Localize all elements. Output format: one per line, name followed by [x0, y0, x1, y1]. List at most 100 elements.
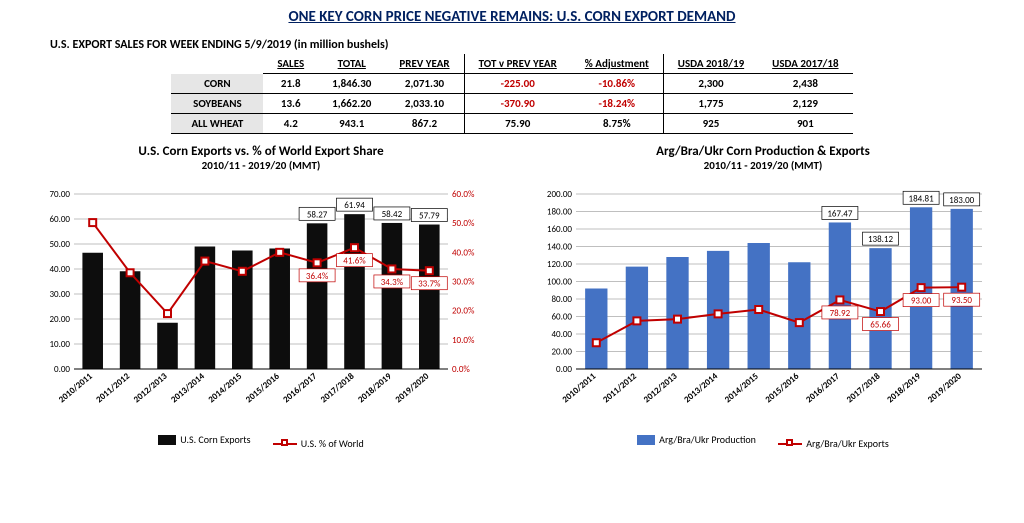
cell: 75.90: [464, 114, 571, 134]
cell: 925: [663, 114, 758, 134]
cell: -10.86%: [571, 74, 663, 94]
cell: 2,033.10: [385, 94, 464, 114]
svg-text:167.47: 167.47: [827, 208, 853, 219]
svg-text:2011/2012: 2011/2012: [94, 371, 132, 406]
svg-text:60.0%: 60.0%: [452, 189, 475, 200]
cell: -18.24%: [571, 94, 663, 114]
legend-line-label: U.S. % of World: [301, 437, 364, 450]
left-chart-title: U.S. Corn Exports vs. % of World Export …: [20, 144, 502, 159]
svg-text:0.0%: 0.0%: [452, 364, 470, 375]
legend-bar-label: Arg/Bra/Ukr Production: [659, 433, 756, 446]
svg-text:41.6%: 41.6%: [343, 256, 366, 267]
row-label: CORN: [171, 74, 263, 94]
svg-text:30.00: 30.00: [49, 289, 70, 300]
svg-text:57.79: 57.79: [419, 211, 440, 222]
svg-text:2019/2020: 2019/2020: [393, 371, 431, 406]
svg-text:80.00: 80.00: [551, 294, 572, 305]
right-chart-subtitle: 2010/11 - 2019/20 (MMT): [522, 159, 1004, 172]
legend-line-label: Arg/Bra/Ukr Exports: [806, 437, 889, 450]
svg-text:160.00: 160.00: [547, 224, 573, 235]
cell: 1,662.20: [318, 94, 385, 114]
svg-text:183.00: 183.00: [949, 195, 975, 206]
svg-text:33.7%: 33.7%: [418, 279, 441, 290]
cell: -370.90: [464, 94, 571, 114]
svg-text:2016/2017: 2016/2017: [804, 371, 842, 406]
svg-text:61.94: 61.94: [344, 200, 365, 211]
left-legend: U.S. Corn Exports U.S. % of World: [20, 433, 502, 450]
cell: 2,438: [758, 74, 852, 94]
legend-bar-swatch: [637, 435, 655, 445]
svg-text:60.00: 60.00: [551, 312, 572, 323]
col-2: TOTAL: [318, 54, 385, 74]
svg-text:2013/2014: 2013/2014: [682, 371, 720, 406]
svg-text:2012/2013: 2012/2013: [641, 371, 679, 406]
svg-text:34.3%: 34.3%: [381, 277, 404, 288]
svg-text:2014/2015: 2014/2015: [206, 371, 244, 406]
svg-text:78.92: 78.92: [830, 308, 851, 319]
svg-text:2011/2012: 2011/2012: [601, 371, 639, 406]
right-chart-svg: 0.0020.0040.0060.0080.00100.00120.00140.…: [528, 176, 998, 431]
col-0: [171, 54, 263, 74]
col-7: USDA 2017/18: [758, 54, 852, 74]
cell: 2,129: [758, 94, 852, 114]
cell: 943.1: [318, 114, 385, 134]
right-chart-title: Arg/Bra/Ukr Corn Production & Exports: [522, 144, 1004, 159]
cell: -225.00: [464, 74, 571, 94]
svg-text:36.4%: 36.4%: [306, 271, 329, 282]
legend-line-swatch: [273, 443, 297, 445]
svg-text:2010/2011: 2010/2011: [57, 371, 95, 406]
cell: 2,071.30: [385, 74, 464, 94]
svg-text:2017/2018: 2017/2018: [318, 371, 356, 406]
left-chart-subtitle: 2010/11 - 2019/20 (MMT): [20, 159, 502, 172]
row-label: SOYBEANS: [171, 94, 263, 114]
svg-text:60.00: 60.00: [49, 214, 70, 225]
svg-text:0.00: 0.00: [556, 364, 572, 375]
svg-text:40.00: 40.00: [551, 329, 572, 340]
svg-text:2013/2014: 2013/2014: [169, 371, 207, 406]
svg-text:120.00: 120.00: [547, 259, 573, 270]
svg-text:2010/2011: 2010/2011: [560, 371, 598, 406]
svg-text:200.00: 200.00: [547, 189, 573, 200]
table-row: CORN21.81,846.302,071.30-225.00-10.86%2,…: [171, 74, 852, 94]
svg-text:40.00: 40.00: [49, 264, 70, 275]
svg-text:2017/2018: 2017/2018: [844, 371, 882, 406]
col-1: SALES: [263, 54, 318, 74]
svg-text:20.0%: 20.0%: [452, 306, 475, 317]
svg-text:30.0%: 30.0%: [452, 277, 475, 288]
col-3: PREV YEAR: [385, 54, 464, 74]
table-row: SOYBEANS13.61,662.202,033.10-370.90-18.2…: [171, 94, 852, 114]
svg-text:20.00: 20.00: [49, 314, 70, 325]
svg-text:2014/2015: 2014/2015: [723, 371, 761, 406]
right-chart-block: Arg/Bra/Ukr Corn Production & Exports 20…: [522, 144, 1004, 450]
svg-text:2015/2016: 2015/2016: [763, 371, 801, 406]
svg-text:2018/2019: 2018/2019: [356, 371, 394, 406]
svg-text:65.66: 65.66: [870, 320, 891, 331]
svg-text:2015/2016: 2015/2016: [244, 371, 282, 406]
table-body: CORN21.81,846.302,071.30-225.00-10.86%2,…: [171, 74, 852, 134]
cell: 1,846.30: [318, 74, 385, 94]
legend-line-right: Arg/Bra/Ukr Exports: [778, 437, 889, 450]
svg-text:70.00: 70.00: [49, 189, 70, 200]
page-title: ONE KEY CORN PRICE NEGATIVE REMAINS: U.S…: [20, 8, 1004, 26]
svg-text:93.50: 93.50: [951, 295, 972, 306]
svg-text:138.12: 138.12: [868, 234, 894, 245]
left-chart-svg: 0.0010.0020.0030.0040.0050.0060.0070.000…: [26, 176, 496, 431]
svg-text:10.0%: 10.0%: [452, 335, 475, 346]
svg-text:40.0%: 40.0%: [452, 247, 475, 258]
svg-text:184.81: 184.81: [909, 193, 935, 204]
svg-text:2016/2017: 2016/2017: [281, 371, 319, 406]
legend-bar-label: U.S. Corn Exports: [180, 433, 250, 446]
svg-text:140.00: 140.00: [547, 242, 573, 253]
svg-text:58.27: 58.27: [307, 209, 328, 220]
left-chart-block: U.S. Corn Exports vs. % of World Export …: [20, 144, 502, 450]
legend-bars-left: U.S. Corn Exports: [158, 433, 250, 446]
svg-text:58.42: 58.42: [382, 209, 403, 220]
legend-bars-right: Arg/Bra/Ukr Production: [637, 433, 756, 446]
cell: 13.6: [263, 94, 318, 114]
cell: 1,775: [663, 94, 758, 114]
legend-bar-swatch: [158, 435, 176, 445]
cell: 867.2: [385, 114, 464, 134]
row-label: ALL WHEAT: [171, 114, 263, 134]
table-caption: U.S. EXPORT SALES FOR WEEK ENDING 5/9/20…: [50, 38, 1004, 52]
svg-text:180.00: 180.00: [547, 207, 573, 218]
